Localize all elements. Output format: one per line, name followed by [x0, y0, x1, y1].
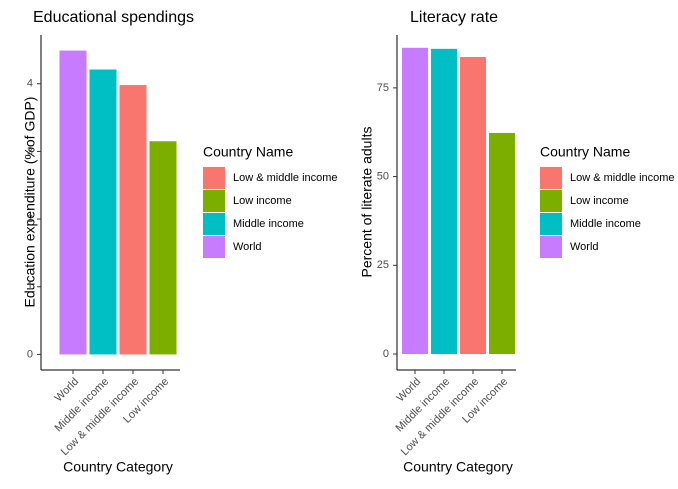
bar	[59, 50, 87, 355]
bar	[149, 141, 177, 355]
y-tick-label: 4	[27, 78, 33, 90]
y-tick-label: 0	[383, 348, 389, 360]
y-tick-label: 2	[27, 213, 33, 225]
bar	[431, 48, 457, 355]
bar	[402, 47, 428, 355]
y-tick-label: 3	[27, 145, 33, 157]
legend-key	[540, 213, 562, 235]
y-axis-title: Education expenditure (%of GDP)	[22, 97, 38, 308]
legend-title: Country Name	[540, 144, 630, 160]
y-tick-label: 75	[377, 82, 389, 94]
legend-label: Low & middle income	[570, 172, 675, 184]
legend-label: Middle income	[570, 218, 641, 230]
y-tick-label: 1	[27, 281, 33, 293]
legend-label: Low income	[570, 195, 629, 207]
bar	[119, 85, 147, 355]
legend-key	[203, 213, 225, 235]
legend-key	[540, 236, 562, 258]
bar	[89, 69, 117, 355]
y-axis-title: Percent of literate adults	[359, 127, 375, 278]
y-tick-label: 50	[377, 171, 389, 183]
x-axis-title: Country Category	[403, 459, 513, 475]
legend-key	[203, 190, 225, 212]
legend-key	[540, 190, 562, 212]
legend-label: World	[233, 241, 262, 253]
chart-title: Literacy rate	[410, 9, 498, 26]
legend-title: Country Name	[203, 144, 293, 160]
x-axis-title: Country Category	[63, 459, 173, 475]
legend-key	[203, 236, 225, 258]
bar	[460, 57, 486, 355]
y-tick-label: 0	[27, 348, 33, 360]
y-tick-label: 25	[377, 259, 389, 271]
legend-label: Low income	[233, 195, 292, 207]
legend-label: Low & middle income	[233, 172, 338, 184]
chart-title: Educational spendings	[33, 9, 194, 26]
legend-key	[540, 167, 562, 189]
bar	[489, 132, 515, 355]
legend-key	[203, 167, 225, 189]
x-tick-label: World	[53, 376, 82, 405]
legend-label: World	[570, 241, 599, 253]
legend-label: Middle income	[233, 218, 304, 230]
